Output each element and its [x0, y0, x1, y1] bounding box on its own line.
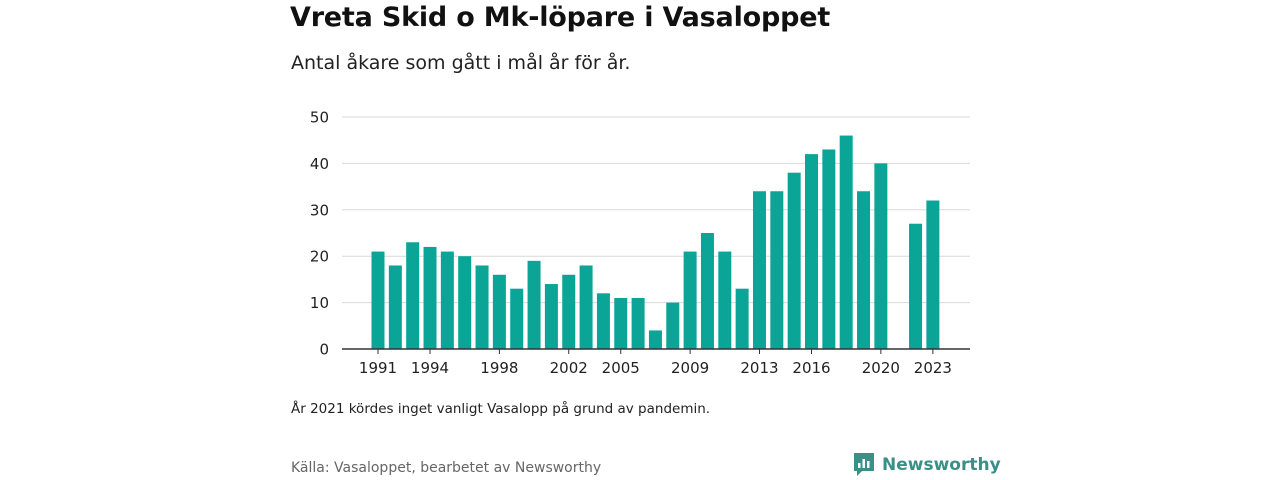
bar-2007 — [648, 330, 662, 349]
bar-2011 — [718, 251, 732, 349]
chart-title: Vreta Skid o Mk-löpare i Vasaloppet — [290, 2, 831, 33]
bar-2010 — [700, 233, 714, 349]
bar-2008 — [666, 302, 680, 349]
bar-1992 — [388, 265, 402, 349]
bar-2006 — [631, 297, 645, 349]
source-credit: Källa: Vasaloppet, bearbetet av Newswort… — [291, 460, 602, 476]
x-tick-label: 1991 — [359, 359, 397, 377]
bar-1993 — [406, 242, 420, 349]
bar-2000 — [527, 260, 541, 349]
bar-2016 — [805, 154, 818, 349]
bar-2018 — [839, 135, 853, 349]
bar-2019 — [857, 191, 871, 349]
chart-subtitle: Antal åkare som gått i mål år för år. — [291, 52, 631, 74]
x-tick-label: 2009 — [671, 359, 709, 377]
bar-2009 — [683, 251, 697, 349]
x-tick-label: 2023 — [914, 359, 952, 377]
x-tick-label: 1994 — [411, 359, 449, 377]
x-tick-label: 2002 — [550, 359, 588, 377]
bar-2012 — [735, 288, 749, 349]
bar-1998 — [492, 274, 506, 349]
bar-2015 — [787, 172, 801, 349]
bar-chart: 0 10 20 30 40 50 1991 1994 1998 2002 2005 2009 2013 2… — [310, 109, 970, 377]
bar-2014 — [770, 191, 784, 349]
bar-2022 — [909, 223, 923, 349]
bar-2013 — [752, 191, 766, 349]
x-tick-label: 2020 — [862, 359, 900, 377]
bar-1999 — [510, 288, 524, 349]
x-tick-label: 2005 — [602, 359, 640, 377]
brand-name: Newsworthy — [882, 455, 1001, 475]
bar-1994 — [423, 246, 437, 349]
bar-1991 — [371, 251, 385, 349]
y-tick-label: 20 — [310, 248, 329, 266]
x-tick-label: 1998 — [480, 359, 518, 377]
bar-1997 — [475, 265, 489, 349]
y-tick-label: 40 — [310, 155, 329, 173]
footnote: År 2021 kördes inget vanligt Vasalopp på… — [291, 401, 711, 417]
bar-2001 — [544, 284, 558, 349]
y-tick-label: 30 — [310, 201, 329, 219]
bar-2017 — [822, 149, 836, 349]
bar-2002 — [562, 274, 576, 349]
bar-2003 — [579, 265, 593, 349]
x-tick-label: 2016 — [792, 359, 830, 377]
y-tick-label: 10 — [310, 294, 329, 312]
newsworthy-logo-icon — [854, 453, 874, 476]
bar-2004 — [596, 293, 610, 349]
bar-2023 — [926, 200, 940, 349]
y-tick-label: 0 — [319, 341, 329, 359]
x-tick-label: 2013 — [740, 359, 778, 377]
y-tick-label: 50 — [310, 109, 329, 127]
bar-2005 — [614, 297, 628, 349]
newsworthy-logo[interactable]: Newsworthy — [852, 452, 1001, 478]
bar-1995 — [440, 251, 454, 349]
bar-1996 — [458, 256, 472, 349]
bar-2020 — [874, 163, 888, 349]
